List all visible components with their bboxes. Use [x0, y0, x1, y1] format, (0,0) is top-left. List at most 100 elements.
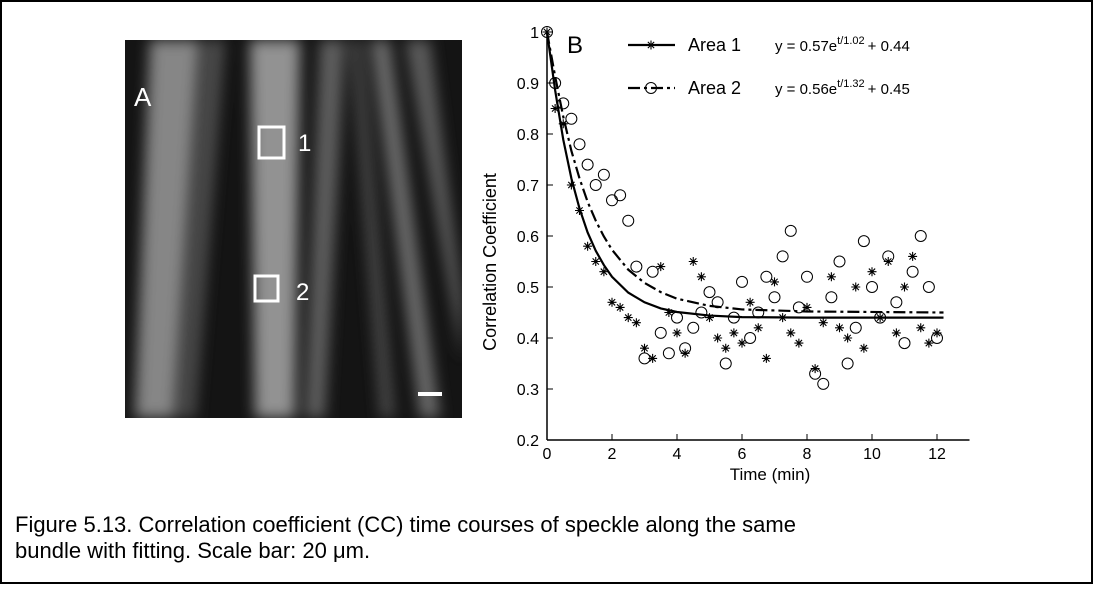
x-tick-label: 2: [608, 446, 617, 463]
y-axis-label: Correlation Coefficient: [480, 173, 500, 351]
region-label: 1: [298, 130, 311, 157]
data-point: [721, 343, 731, 353]
data-point: [646, 265, 659, 278]
equation-base: y = 0.57e: [775, 38, 837, 55]
data-point: [786, 328, 796, 338]
equation-base: y = 0.56e: [775, 81, 837, 98]
region-label: 2: [296, 279, 309, 306]
micrograph: [125, 40, 462, 418]
data-point: [770, 277, 779, 287]
data-point: [646, 40, 656, 50]
data-point: [891, 328, 901, 338]
data-point: [898, 337, 911, 350]
data-point: [695, 306, 708, 319]
data-point: [908, 251, 918, 261]
data-point: [703, 286, 716, 299]
region-box: [257, 125, 286, 160]
caption-line: bundle with fitting. Scale bar: 20 μm.: [15, 538, 370, 563]
data-point: [630, 260, 643, 273]
data-point: [792, 301, 805, 314]
data-point: [573, 138, 586, 151]
y-tick-label: 0.2: [517, 433, 539, 450]
data-point: [794, 338, 804, 348]
data-point: [589, 179, 602, 191]
data-point: [713, 333, 723, 343]
data-point: [550, 104, 560, 113]
data-point: [859, 343, 869, 353]
data-point: [662, 347, 675, 360]
data-point: [597, 168, 610, 181]
data-point: [672, 328, 682, 338]
data-point: [857, 235, 870, 248]
panel-label: B: [567, 32, 583, 59]
data-point: [656, 262, 666, 272]
data-point: [648, 353, 658, 363]
data-point: [745, 297, 755, 307]
data-point: [801, 270, 813, 283]
legend-label: Area 1: [688, 35, 741, 55]
caption-line: Figure 5.13. Correlation coefficient (CC…: [15, 512, 796, 537]
equation-exponent: t/1.32: [837, 78, 865, 90]
x-tick-label: 6: [738, 446, 747, 463]
data-point: [679, 342, 692, 355]
data-point: [687, 321, 700, 334]
data-point: [802, 302, 812, 312]
data-point: [640, 343, 649, 353]
data-point: [916, 323, 926, 333]
data-point: [615, 302, 625, 312]
data-point: [591, 257, 601, 266]
y-tick-label: 0.4: [517, 331, 539, 348]
equation-exponent: t/1.02: [837, 35, 865, 47]
data-point: [843, 333, 853, 343]
y-tick-label: 0.8: [517, 127, 539, 144]
data-point: [664, 308, 674, 317]
data-point: [851, 282, 861, 292]
data-point: [631, 318, 641, 328]
x-tick-label: 10: [863, 446, 881, 463]
data-point: [890, 296, 903, 309]
data-point: [566, 180, 576, 190]
data-point: [565, 112, 578, 125]
data-point: [841, 357, 854, 370]
data-point: [623, 313, 633, 323]
y-tick-label: 0.5: [517, 280, 539, 297]
data-point: [599, 267, 609, 277]
equation: y = 0.57et/1.02 + 0.44: [775, 35, 910, 55]
data-point: [900, 282, 909, 292]
data-point: [558, 119, 568, 129]
y-tick-label: 0.9: [517, 76, 539, 93]
equation-tail: + 0.44: [868, 38, 910, 55]
data-point: [719, 357, 732, 370]
x-tick-label: 12: [928, 446, 946, 463]
data-point: [818, 318, 828, 328]
x-tick-label: 8: [803, 446, 812, 463]
data-point: [914, 230, 927, 242]
data-point: [645, 82, 657, 94]
data-point: [688, 257, 698, 266]
data-point: [638, 352, 651, 365]
data-point: [583, 241, 593, 251]
y-tick-label: 0.7: [517, 178, 539, 195]
data-point: [825, 291, 838, 304]
data-point: [744, 332, 757, 344]
data-point: [866, 281, 878, 293]
x-tick-label: 0: [543, 446, 552, 463]
equation-tail: + 0.45: [868, 81, 910, 98]
y-tick-label: 1: [530, 25, 539, 42]
data-point: [607, 297, 617, 307]
region-box: [253, 274, 280, 303]
y-tick-label: 0.6: [517, 229, 539, 246]
data-point: [752, 306, 765, 319]
data-point: [727, 311, 740, 324]
x-axis-label: Time (min): [730, 465, 811, 484]
y-tick-label: 0.3: [517, 382, 539, 399]
data-point: [761, 353, 771, 363]
data-point: [705, 313, 714, 323]
data-point: [654, 326, 667, 339]
data-point: [622, 214, 635, 227]
data-point: [833, 255, 846, 268]
legend-label: Area 2: [688, 78, 741, 98]
data-point: [906, 265, 919, 278]
equation: y = 0.56et/1.32 + 0.45: [775, 78, 910, 98]
